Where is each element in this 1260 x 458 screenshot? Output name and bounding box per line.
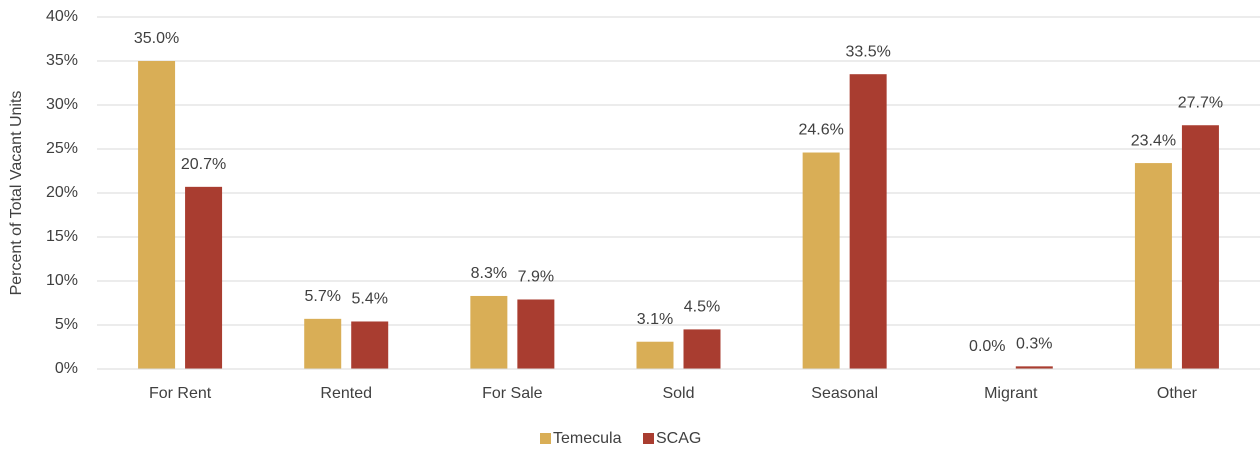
x-tick-label: For Rent [149,385,212,402]
bar [849,74,887,369]
bar [470,295,508,369]
bar [304,318,342,369]
x-tick-label: Sold [662,385,694,402]
x-tick-label: For Sale [482,385,543,402]
data-label: 20.7% [181,156,226,173]
bar [1134,163,1172,369]
data-label: 8.3% [471,265,507,282]
data-label: 24.6% [798,122,843,139]
y-tick-label: 0% [55,360,78,377]
x-tick-label: Rented [320,385,372,402]
bar [185,186,223,369]
data-label: 4.5% [684,299,720,316]
x-tick-label: Migrant [984,385,1038,402]
y-tick-label: 35% [46,52,78,69]
y-tick-label: 20% [46,184,78,201]
bar [517,299,555,369]
bar [138,61,176,369]
bar [1181,125,1219,370]
data-label: 0.3% [1016,336,1052,353]
y-tick-label: 5% [55,316,78,333]
data-label: 27.7% [1178,94,1223,111]
legend-swatch [540,433,551,444]
y-tick-label: 25% [46,140,78,157]
bar [351,321,389,369]
legend-label: Temecula [553,430,622,447]
data-label: 33.5% [845,43,890,60]
bar [636,341,674,369]
data-label: 3.1% [637,311,673,328]
data-label: 35.0% [134,30,179,47]
data-label: 5.4% [351,291,387,308]
bar [1015,366,1053,369]
x-tick-label: Seasonal [811,385,878,402]
y-tick-label: 40% [46,8,78,25]
y-tick-label: 15% [46,228,78,245]
data-label: 5.7% [304,288,340,305]
y-tick-label: 10% [46,272,78,289]
y-tick-label: 30% [46,96,78,113]
legend-label: SCAG [656,430,701,447]
data-label: 23.4% [1131,132,1176,149]
x-tick-label: Other [1157,385,1198,402]
legend-swatch [643,433,654,444]
bar [683,329,721,369]
y-axis-label: Percent of Total Vacant Units [8,91,25,296]
data-label: 0.0% [969,338,1005,355]
data-label: 7.9% [518,269,554,286]
bar [802,152,840,369]
